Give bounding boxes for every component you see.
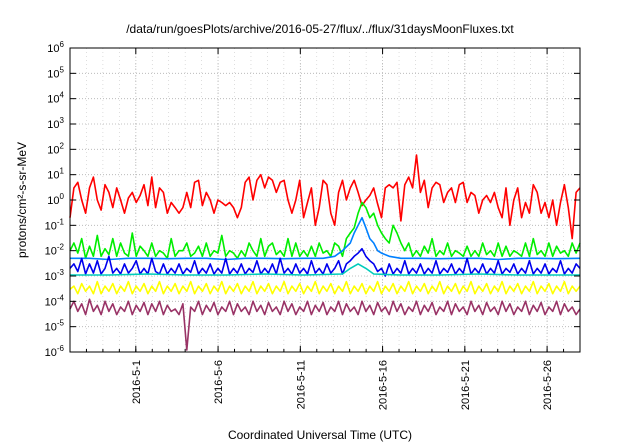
y-tick-label: 106 [47,40,64,55]
x-tick-label: 2016-5-6 [213,360,225,404]
series-line-1 [69,154,581,240]
y-tick-label: 10-5 [45,319,65,334]
x-axis-label: Coordinated Universal Time (UTC) [227,428,413,442]
x-tick-label: 2016-5-1 [131,360,143,404]
x-tick-label: 2016-5-21 [460,360,472,410]
y-tick-label: 102 [47,141,64,156]
chart-title: /data/run/goesPlots/archive/2016-05-27/f… [126,22,514,36]
series-line-7 [69,298,581,351]
x-tick-label: 2016-5-16 [378,360,390,410]
y-tick-label: 10-2 [45,243,65,258]
series-line-6 [69,280,581,295]
x-tick-label: 2016-5-11 [295,360,307,409]
y-tick-label: 104 [47,91,64,106]
y-tick-label: 100 [47,192,64,207]
y-tick-label: 10-6 [45,344,65,359]
x-tick-label: 2016-5-26 [542,360,554,410]
y-tick-label: 10-3 [45,268,65,283]
y-tick-label: 10-4 [45,293,65,308]
series-line-2 [69,201,581,260]
y-tick-label: 10-1 [45,217,65,232]
y-tick-label: 105 [47,65,64,80]
y-tick-label: 101 [47,167,64,182]
series-line-3 [70,216,581,261]
y-tick-label: 103 [47,116,64,131]
series-line-5 [70,263,580,276]
series-line-4 [69,247,581,277]
